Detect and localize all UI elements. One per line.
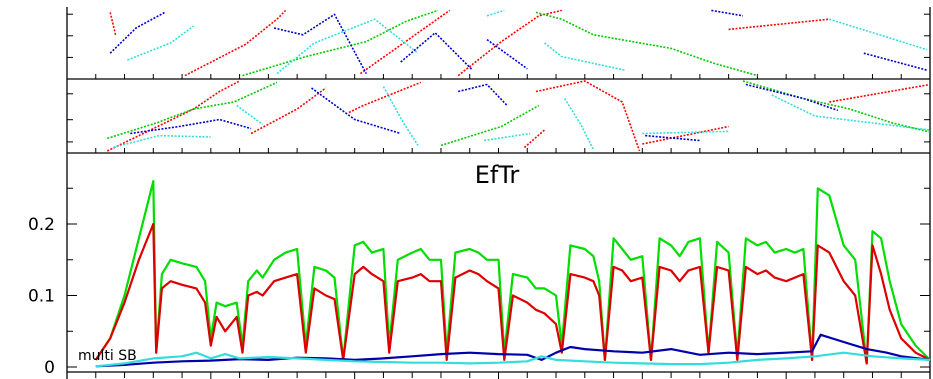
strip-1-series-3-segment-1 [236, 104, 264, 126]
strip-0-series-3-segment-3 [544, 42, 626, 71]
strip-0-series-2-segment-4 [711, 9, 744, 17]
strip-1-series-0-segment-3 [523, 129, 546, 149]
strip-0-series-0-segment-4 [728, 18, 830, 31]
strip-1-series-0-segment-1 [250, 87, 327, 135]
chart-title: EfTr [475, 161, 520, 189]
strip-1-series-2-segment-2 [458, 83, 508, 107]
plot-frame [66, 7, 931, 379]
strip-1-series-2-segment-1 [311, 87, 401, 135]
strip-0-series-0-segment-2 [359, 9, 451, 75]
chart-marks [94, 9, 931, 368]
main-series-2-line [95, 333, 931, 368]
y-tick-labels: 0 0.1 0.2 [28, 215, 55, 378]
strip-0-series-2-segment-1 [273, 13, 367, 74]
strip-1-series-1-segment-2 [742, 80, 931, 133]
strip-0-series-1-segment-0 [242, 9, 439, 77]
strip-1-series-0-segment-2 [348, 81, 422, 114]
y-tick-label: 0.1 [28, 287, 55, 307]
strip-1-series-0-segment-4 [535, 80, 641, 152]
strip-1-series-3-segment-6 [771, 94, 931, 131]
strip-1-series-2-segment-3 [645, 134, 700, 142]
strip-0-series-0-segment-1 [184, 9, 287, 77]
strip-0-series-3-segment-1 [276, 18, 419, 75]
strip-0-series-2-segment-3 [486, 38, 528, 70]
strip-0-series-2-segment-5 [863, 52, 928, 71]
strip-1-series-3-segment-5 [642, 130, 729, 135]
strip-1-series-3-segment-3 [483, 132, 531, 142]
strip-0-series-3-segment-2 [486, 9, 505, 17]
strip-1-series-2-segment-4 [745, 83, 839, 112]
main-series-3-line [95, 351, 931, 368]
strip-1-series-0-segment-6 [829, 83, 931, 103]
strip-1-series-3-segment-0 [112, 134, 211, 149]
strip-0-series-2-segment-0 [109, 11, 166, 54]
strip-0-series-3-segment-4 [829, 18, 928, 51]
strip-1-series-3-segment-4 [564, 98, 595, 150]
strip-0-series-0-segment-3 [457, 9, 562, 77]
strip-1-series-1-segment-0 [107, 81, 278, 140]
strip-0-series-2-segment-2 [400, 31, 474, 71]
strip-1-series-0-segment-5 [642, 125, 729, 145]
strip-1-series-2-segment-0 [130, 118, 252, 135]
strip-1-series-1-segment-1 [440, 104, 540, 147]
strip-0-series-3-segment-0 [127, 25, 195, 61]
strip-0-series-1-segment-1 [535, 11, 758, 77]
y-tick-label: 0.2 [28, 215, 55, 235]
multi-sb-annotation: multi SB [78, 348, 137, 364]
strip-1-series-0-segment-0 [106, 80, 240, 152]
main-series-1-line [94, 222, 931, 365]
y-tick-label: 0 [44, 358, 55, 378]
main-series-0-line [94, 180, 931, 365]
strip-0-series-0-segment-0 [109, 12, 117, 37]
